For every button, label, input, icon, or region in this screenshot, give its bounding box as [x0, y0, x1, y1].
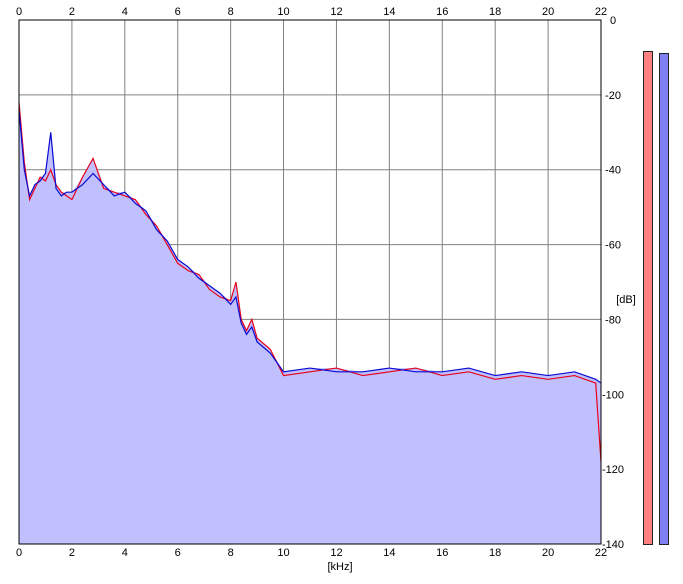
y-tick-1: -20	[605, 90, 621, 102]
x-tick-bottom-7: 14	[383, 547, 395, 559]
x-tick-bottom-11: 22	[595, 547, 607, 559]
x-tick-top-9: 18	[489, 6, 501, 18]
series-lines	[18, 102, 602, 462]
x-tick-bottom-8: 16	[436, 547, 448, 559]
spectrum-fill-area	[19, 102, 601, 544]
x-tick-top-6: 12	[330, 6, 342, 18]
series-line-right	[18, 109, 602, 384]
y-tick-0: 0	[610, 15, 616, 27]
x-tick-bottom-0: 0	[16, 547, 22, 559]
x-ticks-top: 0 2 4 6 8 10 12 14 16 18 20 22	[16, 6, 607, 18]
y-tick-3: -60	[605, 240, 621, 252]
y-tick-6: -120	[602, 464, 624, 476]
left-channel-level-meter	[643, 51, 653, 545]
y-axis-label: [dB]	[616, 294, 636, 306]
spectrum-fill	[19, 102, 601, 544]
y-tick-7: -140	[602, 539, 624, 551]
x-tick-top-3: 6	[175, 6, 181, 18]
x-tick-bottom-3: 6	[175, 547, 181, 559]
x-tick-top-0: 0	[16, 6, 22, 18]
y-ticks-right: 0 -20 -40 -60 -80 -100 -120 -140	[602, 15, 624, 551]
x-tick-bottom-1: 2	[69, 547, 75, 559]
x-axis-label: [kHz]	[327, 561, 352, 573]
plot-frame	[18, 19, 602, 545]
x-ticks-bottom: 0 2 4 6 8 10 12 14 16 18 20 22	[16, 547, 607, 559]
x-tick-top-11: 22	[595, 6, 607, 18]
x-tick-bottom-4: 8	[228, 547, 234, 559]
x-tick-bottom-10: 20	[542, 547, 554, 559]
right-channel-level-meter	[659, 53, 669, 545]
x-tick-bottom-2: 4	[122, 547, 128, 559]
y-tick-2: -40	[605, 165, 621, 177]
x-tick-top-4: 8	[228, 6, 234, 18]
x-tick-top-2: 4	[122, 6, 128, 18]
y-tick-5: -100	[602, 389, 624, 401]
x-tick-bottom-9: 18	[489, 547, 501, 559]
x-tick-bottom-5: 10	[277, 547, 289, 559]
y-tick-4: -80	[605, 314, 621, 326]
x-tick-bottom-6: 12	[330, 547, 342, 559]
x-tick-top-5: 10	[277, 6, 289, 18]
x-tick-top-10: 20	[542, 6, 554, 18]
x-tick-top-8: 16	[436, 6, 448, 18]
x-tick-top-7: 14	[383, 6, 395, 18]
x-tick-top-1: 2	[69, 6, 75, 18]
